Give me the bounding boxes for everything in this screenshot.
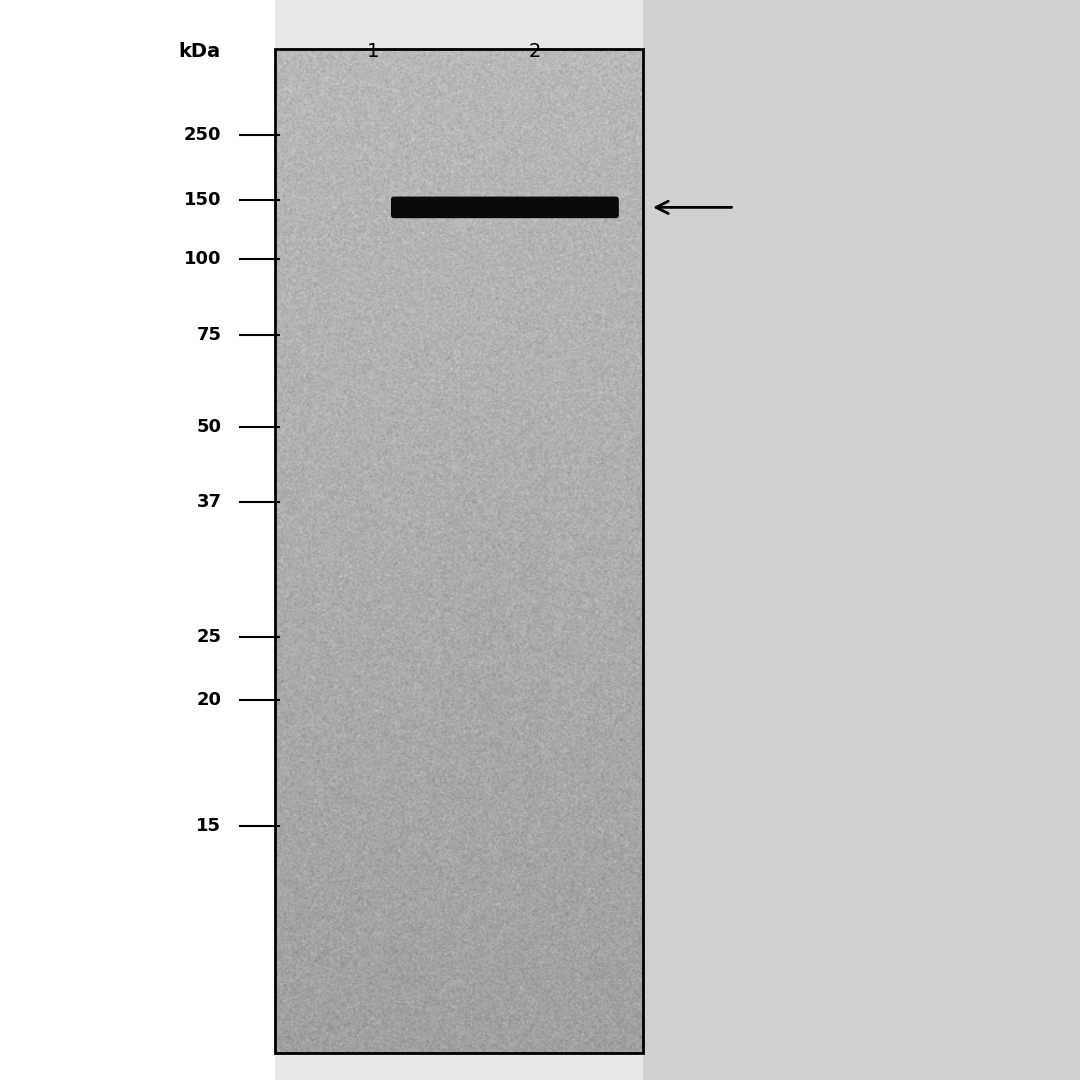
Bar xyxy=(275,49,643,1053)
Text: 2: 2 xyxy=(528,42,541,62)
Text: 1: 1 xyxy=(366,42,379,62)
Text: 15: 15 xyxy=(197,818,221,835)
Text: 20: 20 xyxy=(197,691,221,708)
Text: 100: 100 xyxy=(184,251,221,268)
Text: 250: 250 xyxy=(184,126,221,144)
Text: 150: 150 xyxy=(184,191,221,208)
Text: 75: 75 xyxy=(197,326,221,343)
Text: kDa: kDa xyxy=(178,42,221,62)
Bar xyxy=(0,0,275,1080)
Text: 37: 37 xyxy=(197,494,221,511)
Bar xyxy=(643,0,1080,1080)
FancyBboxPatch shape xyxy=(391,197,619,218)
Text: 25: 25 xyxy=(197,629,221,646)
Text: 50: 50 xyxy=(197,418,221,435)
